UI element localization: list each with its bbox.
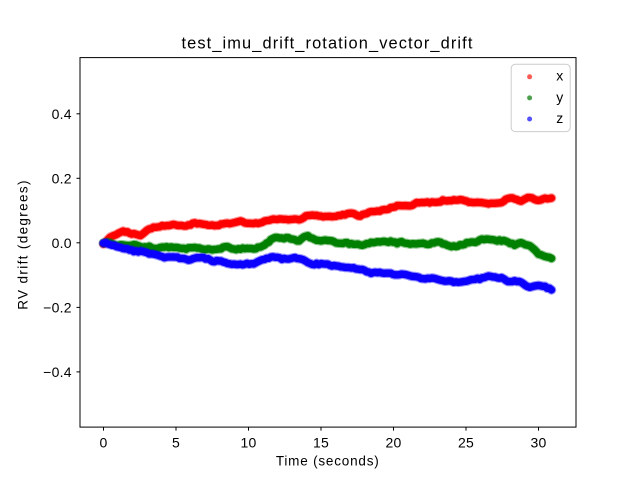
svg-text:5: 5 (172, 435, 180, 451)
svg-text:15: 15 (313, 435, 329, 451)
svg-text:−0.2: −0.2 (43, 299, 72, 315)
svg-text:z: z (556, 110, 563, 126)
svg-text:0.2: 0.2 (52, 170, 72, 186)
svg-text:Time (seconds): Time (seconds) (276, 454, 380, 469)
svg-text:10: 10 (240, 435, 256, 451)
svg-text:25: 25 (458, 435, 474, 451)
svg-text:y: y (556, 89, 563, 105)
svg-text:20: 20 (385, 435, 401, 451)
svg-text:30: 30 (530, 435, 546, 451)
svg-text:test_imu_drift_rotation_vector: test_imu_drift_rotation_vector_drift (182, 35, 474, 53)
svg-text:RV drift (degrees): RV drift (degrees) (16, 179, 31, 310)
svg-text:0.4: 0.4 (52, 106, 72, 122)
svg-text:0.0: 0.0 (52, 235, 72, 251)
svg-text:x: x (556, 68, 563, 84)
svg-text:0: 0 (99, 435, 107, 451)
svg-text:−0.4: −0.4 (43, 364, 72, 380)
